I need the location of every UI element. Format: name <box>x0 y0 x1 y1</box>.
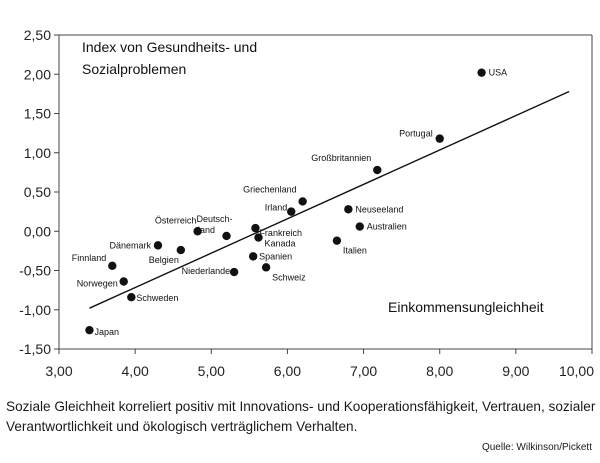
x-tick-label: 4,00 <box>122 363 149 379</box>
point-griechenland <box>298 197 307 206</box>
point-großbritannien <box>373 165 382 175</box>
point-schweden <box>127 292 136 302</box>
point-label-italien: Italien <box>343 246 367 256</box>
trend-line-group <box>89 90 570 309</box>
point-label-usa: USA <box>489 68 508 78</box>
point-label-schweden: Schweden <box>136 293 178 303</box>
point-usa <box>477 68 486 77</box>
x-tick-label: 8,00 <box>426 363 453 379</box>
point-label-großbritannien: Großbritannien <box>311 153 371 163</box>
y-tick-label: 2,00 <box>24 66 51 82</box>
point-label-japan: Japan <box>94 327 119 337</box>
point-kanada <box>254 233 263 242</box>
point-österreich <box>193 227 202 236</box>
point-label-norwegen: Norwegen <box>77 278 118 288</box>
point-frankreich <box>251 223 260 233</box>
source-credit: Quelle: Wilkinson/Pickett <box>481 442 592 453</box>
chart-title-line-1: Index von Gesundheits- und <box>82 39 257 55</box>
point-finnland <box>108 261 117 270</box>
point-portugal <box>435 134 444 143</box>
point-dänemark <box>153 241 163 250</box>
y-tick-label: 1,50 <box>24 106 51 122</box>
point-australien <box>355 222 364 231</box>
point-belgien <box>176 245 186 255</box>
point-label-griechenland: Griechenland <box>243 184 297 194</box>
point-label-dänemark: Dänemark <box>109 240 151 250</box>
point-label-finnland: Finnland <box>72 253 107 263</box>
point-schweiz <box>261 263 271 272</box>
point-label-schweiz: Schweiz <box>272 272 306 282</box>
x-tick-label: 5,00 <box>198 363 225 379</box>
chart-title-line-2: Sozialproblemen <box>82 61 186 77</box>
point-deutsch-land <box>222 231 231 241</box>
chart-caption: Soziale Gleichheit korreliert positiv mi… <box>6 399 596 434</box>
point-niederlande <box>229 267 239 277</box>
point-label-australien: Australien <box>367 222 407 232</box>
x-axis-label: Einkommensungleichheit <box>388 299 544 315</box>
y-tick-label: 0,50 <box>24 184 51 200</box>
y-tick-label: -1,00 <box>19 302 51 318</box>
trend-line <box>89 90 570 309</box>
y-tick-label: 1,00 <box>24 145 51 161</box>
point-label-frankreich: Frankreich <box>259 228 302 238</box>
point-japan <box>85 325 94 335</box>
point-label-österreich: Österreich <box>155 215 197 225</box>
point-label-portugal: Portugal <box>399 129 433 139</box>
point-label-deutsch-land: Deutsch-land <box>197 214 233 235</box>
x-tick-label: 3,00 <box>45 363 72 379</box>
y-tick-label: 2,50 <box>24 27 51 43</box>
point-neuseeland <box>344 205 353 214</box>
y-tick-label: -1,50 <box>19 341 51 357</box>
y-tick-label: -0,50 <box>19 263 51 279</box>
x-tick-label: 9,00 <box>502 363 529 379</box>
scatter-chart: 2,50 2,00 1,50 1,00 0,50 0,00 -0,50 -1,00 -1,50 3… <box>19 27 594 379</box>
x-tick-label: 6,00 <box>274 363 301 379</box>
data-points: USA Portugal Großbritannien Griechenland Irl… <box>72 68 507 337</box>
point-label-spanien: Spanien <box>259 251 292 261</box>
point-label-niederlande: Niederlande <box>182 266 231 276</box>
point-italien <box>332 236 342 245</box>
point-label-belgien: Belgien <box>149 255 179 265</box>
x-tick-label: 7,00 <box>350 363 377 379</box>
y-tick-label: 0,00 <box>24 223 51 239</box>
chart-axes: 2,50 2,00 1,50 1,00 0,50 0,00 -0,50 -1,00 -1,50 3… <box>19 27 594 379</box>
point-spanien <box>248 252 258 261</box>
x-tick-label: 10,00 <box>559 363 594 379</box>
point-label-irland: Irland <box>265 203 288 213</box>
point-label-kanada: Kanada <box>264 239 295 249</box>
point-norwegen <box>119 277 128 286</box>
point-irland <box>287 207 296 216</box>
point-label-neuseeland: Neuseeland <box>355 204 403 214</box>
